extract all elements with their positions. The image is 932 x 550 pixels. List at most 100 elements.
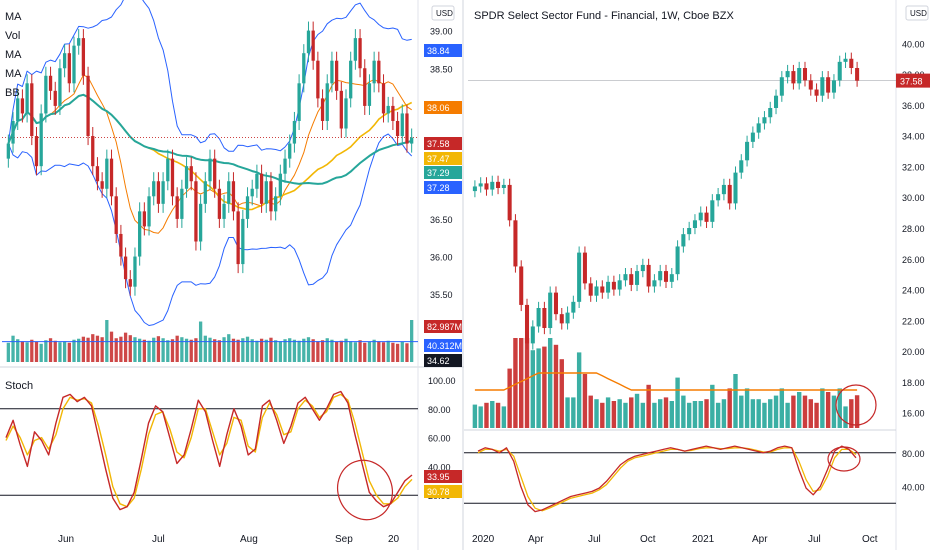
chart-title: SPDR Select Sector Fund - Financial, 1W,… — [474, 10, 734, 22]
volume-bar — [733, 374, 738, 428]
volume-bar — [358, 340, 362, 362]
volume-bar — [744, 388, 750, 428]
candle-body — [208, 158, 212, 182]
volume-bar — [283, 339, 287, 362]
stoch-label[interactable]: Stoch — [5, 380, 34, 392]
candle-body — [395, 120, 400, 137]
legend-bb[interactable]: BB — [5, 87, 20, 99]
volume-bar — [536, 348, 541, 428]
candle-body — [507, 184, 512, 221]
volume-bar — [6, 342, 10, 362]
volume-bar — [138, 338, 142, 362]
candle-body — [808, 80, 813, 90]
volume-bar — [796, 392, 802, 428]
volume-bar — [320, 340, 325, 362]
candle-body — [826, 77, 831, 93]
volume-bar — [381, 342, 386, 362]
candle-body — [325, 83, 329, 121]
volume-bar — [349, 341, 353, 362]
price-tick-label: 35.50 — [430, 290, 453, 300]
volume-bar — [825, 392, 831, 428]
candle-body — [53, 90, 57, 106]
legend-ma-3[interactable]: MA — [5, 68, 22, 80]
price-tick-label: 20.00 — [902, 347, 925, 357]
volume-bar — [507, 368, 512, 428]
candle-body — [30, 83, 34, 137]
value-badge-text: 37.29 — [427, 168, 450, 178]
volume-bar — [344, 338, 348, 362]
volume-bar — [194, 338, 198, 362]
candle-body — [542, 308, 547, 328]
volume-bar — [681, 395, 686, 428]
volume-bar — [623, 402, 628, 428]
candle-body — [142, 211, 146, 227]
volume-bar — [750, 399, 756, 428]
volume-bar — [814, 402, 819, 428]
volume-bar — [363, 342, 367, 362]
volume-bar — [25, 342, 29, 362]
candle-body — [692, 220, 697, 228]
volume-bar — [152, 337, 156, 362]
volume-bar — [62, 341, 67, 362]
value-badge-text: 34.62 — [427, 356, 450, 366]
volume-bar — [727, 388, 732, 428]
volume-bar — [524, 338, 530, 428]
candle-body — [189, 166, 193, 182]
volume-bar — [208, 337, 212, 362]
candle-body — [213, 158, 217, 189]
volume-bar — [250, 339, 254, 362]
volume-bar — [686, 402, 692, 428]
volume-bar — [109, 331, 114, 362]
candle-body — [320, 98, 325, 121]
candle-body — [490, 181, 495, 190]
volume-bar — [576, 352, 582, 428]
legend-ma-1[interactable]: MA — [5, 11, 22, 23]
volume-bar — [161, 338, 165, 362]
volume-bar — [297, 340, 301, 362]
legend-vol[interactable]: Vol — [5, 30, 21, 42]
candle-body — [349, 60, 353, 99]
candle-body — [292, 120, 297, 144]
stoch-tick-label: 100.00 — [428, 376, 456, 386]
weekly-chart-pane[interactable]: 40.0038.0036.0034.0032.0030.0028.0026.00… — [464, 0, 932, 550]
volume-bar — [843, 406, 848, 428]
volume-bar — [692, 401, 698, 428]
candle-body — [548, 292, 553, 328]
time-axis-label: 20 — [388, 534, 400, 545]
candle-body — [698, 212, 703, 221]
price-tick-label: 34.00 — [902, 132, 925, 142]
candle-body — [203, 181, 207, 204]
candle-body — [222, 203, 226, 219]
volume-bar — [542, 346, 547, 428]
volume-bar — [820, 388, 825, 428]
volume-bar — [339, 340, 343, 362]
daily-chart-pane[interactable]: 39.0038.5037.5036.5036.0035.50100.0080.0… — [0, 0, 464, 550]
candle-body — [663, 271, 669, 282]
candle-body — [721, 184, 726, 195]
candle-body — [147, 196, 151, 227]
volume-bar — [495, 402, 501, 428]
volume-bar — [302, 338, 306, 362]
candle-body — [386, 105, 390, 114]
volume-bar — [44, 340, 48, 362]
volume-bar — [605, 397, 611, 428]
candle-body — [77, 38, 81, 46]
legend-ma-2[interactable]: MA — [5, 49, 22, 61]
volume-bar — [175, 335, 179, 362]
time-axis-label: Oct — [862, 534, 878, 545]
volume-bar — [367, 341, 372, 362]
time-axis-label: Aug — [240, 534, 258, 545]
bb-upper-line — [7, 0, 412, 152]
volume-bar — [180, 337, 184, 362]
volume-bar — [377, 341, 381, 362]
candle-body — [658, 271, 663, 281]
volume-bar — [67, 342, 71, 362]
candle-body — [774, 95, 779, 108]
price-tick-label: 38.50 — [430, 64, 453, 74]
volume-bar — [142, 339, 146, 362]
volume-bar — [123, 332, 128, 362]
candle-body — [236, 211, 240, 265]
volume-bar — [128, 335, 132, 362]
value-badge-text: 37.28 — [427, 183, 450, 193]
